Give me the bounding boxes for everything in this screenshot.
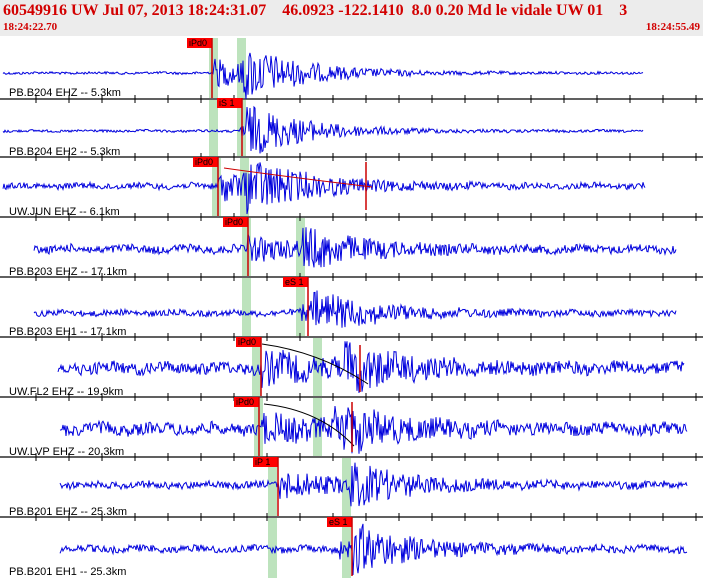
- trace-label[interactable]: PB.B204 EH2 -- 5.3km: [9, 146, 120, 158]
- phase-window: [268, 518, 277, 578]
- phase-pick[interactable]: eS 1: [327, 517, 353, 576]
- waveform-trace: [59, 405, 688, 454]
- window-start-time: 18:24:22.70: [3, 21, 58, 33]
- phase-window: [296, 218, 305, 276]
- phase-pick[interactable]: iP 1: [253, 457, 279, 516]
- trace-labels: PB.B204 EHZ -- 5.3km PB.B204 EH2 -- 5.3k…: [9, 87, 127, 578]
- pick-label: iPd0: [238, 337, 256, 347]
- trace-label[interactable]: PB.B203 EH1 -- 17.1km: [9, 326, 126, 338]
- trace-label[interactable]: PB.B201 EHZ -- 25.3km: [9, 506, 127, 518]
- trace-label[interactable]: PB.B201 EH1 -- 25.3km: [9, 566, 126, 578]
- waveform-trace: [33, 290, 677, 328]
- phase-window: [313, 338, 322, 396]
- waveforms: [2, 52, 688, 576]
- trace-separators: [0, 98, 703, 518]
- pick-tag: [327, 517, 352, 527]
- pick-label: eS 1: [285, 277, 304, 287]
- phase-pick[interactable]: iPd0: [187, 38, 213, 98]
- coda-curve: [263, 403, 355, 447]
- trace-label[interactable]: PB.B203 EHZ -- 17.1km: [9, 266, 127, 278]
- window-end-time: 18:24:55.49: [645, 21, 700, 33]
- waveform-trace: [57, 341, 685, 394]
- phase-window: [209, 100, 218, 156]
- coda-curve: [223, 167, 373, 188]
- trace-label[interactable]: PB.B204 EHZ -- 5.3km: [9, 87, 121, 99]
- phase-pick[interactable]: iS 1: [217, 98, 243, 156]
- time-ticks: [35, 95, 697, 521]
- phase-window: [313, 398, 322, 456]
- pick-label: eS 1: [329, 517, 348, 527]
- phase-window: [296, 278, 305, 336]
- pick-label: iPd0: [236, 397, 254, 407]
- trace-label[interactable]: UW.FL2 EHZ -- 19.9km: [9, 386, 123, 398]
- pick-tag: [217, 98, 242, 108]
- pick-tag: [187, 38, 212, 48]
- phase-window: [268, 458, 277, 516]
- pick-tag: [236, 337, 261, 347]
- pick-label: iP 1: [255, 457, 270, 467]
- waveform-trace: [2, 52, 644, 100]
- phase-pick[interactable]: iPd0: [223, 217, 249, 276]
- waveform-trace: [2, 105, 644, 154]
- waveform-trace: [59, 462, 688, 507]
- pick-label: iS 1: [219, 98, 235, 108]
- phase-pick[interactable]: iPd0: [193, 157, 219, 216]
- phase-window: [242, 218, 251, 276]
- pick-tag: [223, 217, 248, 227]
- event-title: 60549916 UW Jul 07, 2013 18:24:31.07 46.…: [3, 2, 628, 19]
- phase-window: [252, 338, 261, 396]
- phase-pick[interactable]: iPd0: [234, 397, 260, 456]
- phase-window: [342, 518, 351, 578]
- pick-tag: [193, 157, 218, 167]
- pick-tag: [253, 457, 278, 467]
- coda-curve: [261, 343, 369, 385]
- event-header: 60549916 UW Jul 07, 2013 18:24:31.07 46.…: [0, 0, 703, 36]
- pick-label: iPd0: [225, 217, 243, 227]
- trace-label[interactable]: UW.JUN EHZ -- 6.1km: [9, 206, 120, 218]
- phase-pick[interactable]: eS 1: [283, 277, 309, 336]
- phase-pick[interactable]: iPd0: [236, 337, 262, 396]
- pick-tag: [234, 397, 259, 407]
- phase-window: [242, 278, 251, 336]
- pick-label: iPd0: [195, 157, 213, 167]
- trace-label[interactable]: UW.LVP EHZ -- 20.3km: [9, 446, 124, 458]
- phase-picks: iPd0 iS 1 iPd0 iPd0 eS 1 iPd0: [187, 38, 353, 576]
- coda-curves: [223, 162, 373, 452]
- waveform-trace: [2, 162, 646, 215]
- waveform-trace: [59, 523, 688, 576]
- waveform-trace: [33, 227, 677, 268]
- pick-tag: [283, 277, 308, 287]
- pick-label: iPd0: [189, 38, 207, 48]
